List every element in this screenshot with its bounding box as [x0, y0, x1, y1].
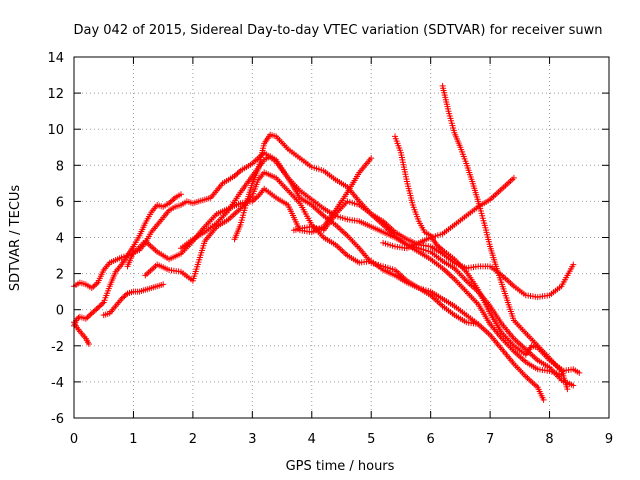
- y-tick-label: -2: [51, 340, 64, 355]
- y-tick-label: 8: [56, 159, 64, 174]
- x-tick-label: 6: [427, 432, 435, 447]
- chart-title: Day 042 of 2015, Sidereal Day-to-day VTE…: [73, 23, 602, 38]
- y-tick-label: 0: [56, 304, 64, 319]
- x-tick-label: 1: [129, 432, 137, 447]
- x-tick-label: 7: [486, 432, 494, 447]
- x-axis-label: GPS time / hours: [286, 459, 395, 474]
- y-tick-label: 2: [56, 268, 64, 283]
- x-tick-label: 9: [605, 432, 613, 447]
- x-tick-label: 2: [189, 432, 197, 447]
- y-tick-label: 10: [47, 123, 64, 138]
- x-tick-label: 0: [70, 432, 78, 447]
- y-tick-label: 6: [56, 195, 64, 210]
- y-tick-label: -4: [51, 376, 64, 391]
- series-markers-trace-12: [439, 82, 583, 376]
- plot-series: [71, 82, 583, 403]
- y-tick-label: -6: [51, 412, 64, 427]
- y-tick-label: 14: [47, 51, 64, 66]
- y-tick-label: 4: [56, 232, 64, 247]
- y-axis-label: SDTVAR / TECUs: [8, 185, 23, 292]
- x-tick-label: 5: [367, 432, 375, 447]
- x-tick-label: 3: [248, 432, 256, 447]
- series-markers-trace-4: [100, 281, 167, 319]
- series-markers-trace-8: [231, 131, 565, 378]
- y-tick-label: 12: [47, 87, 64, 102]
- x-tick-label: 4: [308, 432, 316, 447]
- x-tick-label: 8: [545, 432, 553, 447]
